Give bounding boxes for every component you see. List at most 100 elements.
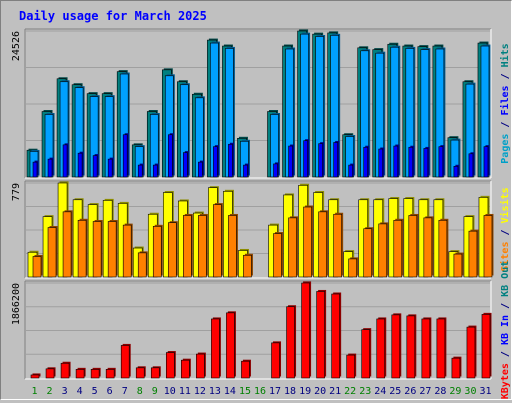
x-tick-label: 14 (224, 386, 236, 397)
y-max-label: 779 (11, 183, 22, 201)
bar-pages-day-31 (483, 146, 489, 178)
bar-pages-day-22 (348, 164, 353, 178)
bar-kbytes-day-7 (120, 345, 130, 379)
bar-pages-day-5 (92, 155, 98, 178)
x-tick-label: 8 (137, 386, 143, 397)
bar-pages-day-8 (137, 164, 143, 178)
bar-kbytes-day-24 (376, 318, 386, 379)
y-max-label: 1866200 (11, 283, 22, 325)
bar-kbytes-day-17 (271, 342, 280, 379)
bar-sites-day-28 (438, 219, 448, 278)
bar-kbytes-day-12 (196, 353, 205, 379)
series-legend-kbytes: KBytes / KB In / KB Out (500, 261, 511, 399)
bar-kbytes-day-21 (331, 293, 340, 379)
x-tick-label: 7 (122, 386, 128, 397)
bar-sites-day-4 (77, 219, 87, 278)
x-axis-day-labels: 1 2 3 4 5 6 7 8 9 10 11 12 13 14 15 16 17 18 19 20 21 22 23 24 2… (32, 386, 492, 397)
bar-kbytes-day-15 (241, 360, 250, 379)
x-tick-label: 6 (107, 386, 113, 397)
bar-kbytes-day-5 (90, 369, 100, 379)
bar-sites-day-7 (122, 224, 132, 278)
x-tick-label: 3 (62, 386, 68, 397)
legend-part: Sites (499, 242, 511, 272)
x-tick-label: 2 (47, 386, 53, 397)
bar-kbytes-day-4 (75, 369, 85, 379)
bar-pages-day-6 (107, 158, 113, 178)
bar-pages-day-17 (273, 163, 278, 178)
x-tick-label: 25 (389, 386, 401, 397)
bar-pages-day-24 (378, 148, 384, 178)
bar-pages-day-27 (423, 148, 429, 178)
bar-kbytes-day-22 (346, 354, 355, 379)
bar-sites-day-17 (273, 233, 282, 278)
chart-title: Daily usage for March 2025 (19, 9, 207, 23)
bar-pages-day-28 (438, 146, 444, 178)
bar-sites-day-27 (423, 217, 433, 278)
bar-pages-day-2 (47, 158, 53, 178)
x-tick-label: 22 (344, 386, 356, 397)
bar-sites-day-1 (32, 256, 42, 278)
bar-sites-day-10 (167, 222, 177, 278)
legend-part: KBytes (500, 363, 511, 399)
bar-kbytes-day-11 (181, 359, 190, 379)
panel-visits-sites: 779 Sites / Visits (11, 180, 511, 279)
y-max-label: 24526 (11, 31, 22, 61)
x-tick-label: 29 (449, 386, 461, 397)
x-tick-label: 26 (404, 386, 416, 397)
bar-pages-day-26 (408, 146, 414, 178)
bar-kbytes-day-13 (211, 318, 220, 379)
panel-kbytes: 1866200 KBytes / KB In / KB Out (11, 261, 511, 399)
legend-part: / (500, 345, 511, 363)
x-tick-label: 1 (32, 386, 38, 397)
bar-kbytes-day-26 (406, 315, 416, 379)
x-tick-label: 17 (269, 386, 281, 397)
bar-kbytes-day-23 (361, 329, 371, 379)
bar-sites-day-12 (198, 215, 207, 278)
legend-part: Visits (499, 187, 511, 223)
bar-kbytes-day-20 (316, 291, 325, 379)
legend-part: / (500, 223, 511, 241)
x-tick-label: 5 (92, 386, 98, 397)
bar-pages-day-21 (333, 142, 338, 178)
bar-kbytes-day-3 (60, 362, 70, 379)
bar-kbytes-day-2 (45, 368, 55, 379)
bar-sites-day-13 (213, 204, 222, 278)
bar-kbytes-day-9 (150, 367, 160, 379)
bar-sites-day-20 (318, 211, 327, 278)
bar-sites-day-22 (348, 258, 357, 278)
x-tick-label: 18 (284, 386, 296, 397)
bar-kbytes-day-25 (391, 314, 401, 379)
legend-part: / (500, 116, 511, 134)
bar-sites-day-26 (408, 215, 418, 278)
legend-part: / (500, 297, 511, 315)
bar-sites-day-18 (288, 217, 297, 278)
bar-pages-day-3 (62, 144, 68, 178)
bar-sites-day-23 (363, 228, 373, 278)
bar-pages-day-25 (393, 145, 399, 178)
bar-sites-day-29 (453, 253, 463, 278)
bar-kbytes-day-19 (301, 282, 310, 379)
bar-sites-day-3 (62, 211, 72, 278)
x-tick-label: 31 (479, 386, 491, 397)
legend-part: Pages (500, 134, 511, 164)
bar-sites-day-15 (243, 254, 252, 278)
legend-part: Files (499, 85, 511, 115)
bar-sites-day-11 (183, 215, 192, 278)
bar-sites-day-5 (92, 221, 102, 278)
legend-part: KB Out (500, 261, 511, 297)
bar-kbytes-day-10 (165, 352, 175, 379)
bar-sites-day-30 (468, 230, 478, 278)
bar-pages-day-13 (213, 146, 218, 178)
x-tick-label: 10 (164, 386, 176, 397)
bar-pages-day-14 (228, 143, 233, 178)
legend-part: Hits (499, 43, 511, 67)
x-tick-label: 20 (314, 386, 326, 397)
series-legend-visits-sites: Sites / Visits (499, 187, 511, 271)
x-tick-label: 28 (434, 386, 446, 397)
x-tick-label: 13 (209, 386, 221, 397)
bar-kbytes-day-18 (286, 306, 295, 379)
bar-sites-day-14 (228, 215, 237, 278)
bar-kbytes-day-6 (105, 369, 115, 379)
bar-kbytes-day-29 (451, 357, 461, 379)
